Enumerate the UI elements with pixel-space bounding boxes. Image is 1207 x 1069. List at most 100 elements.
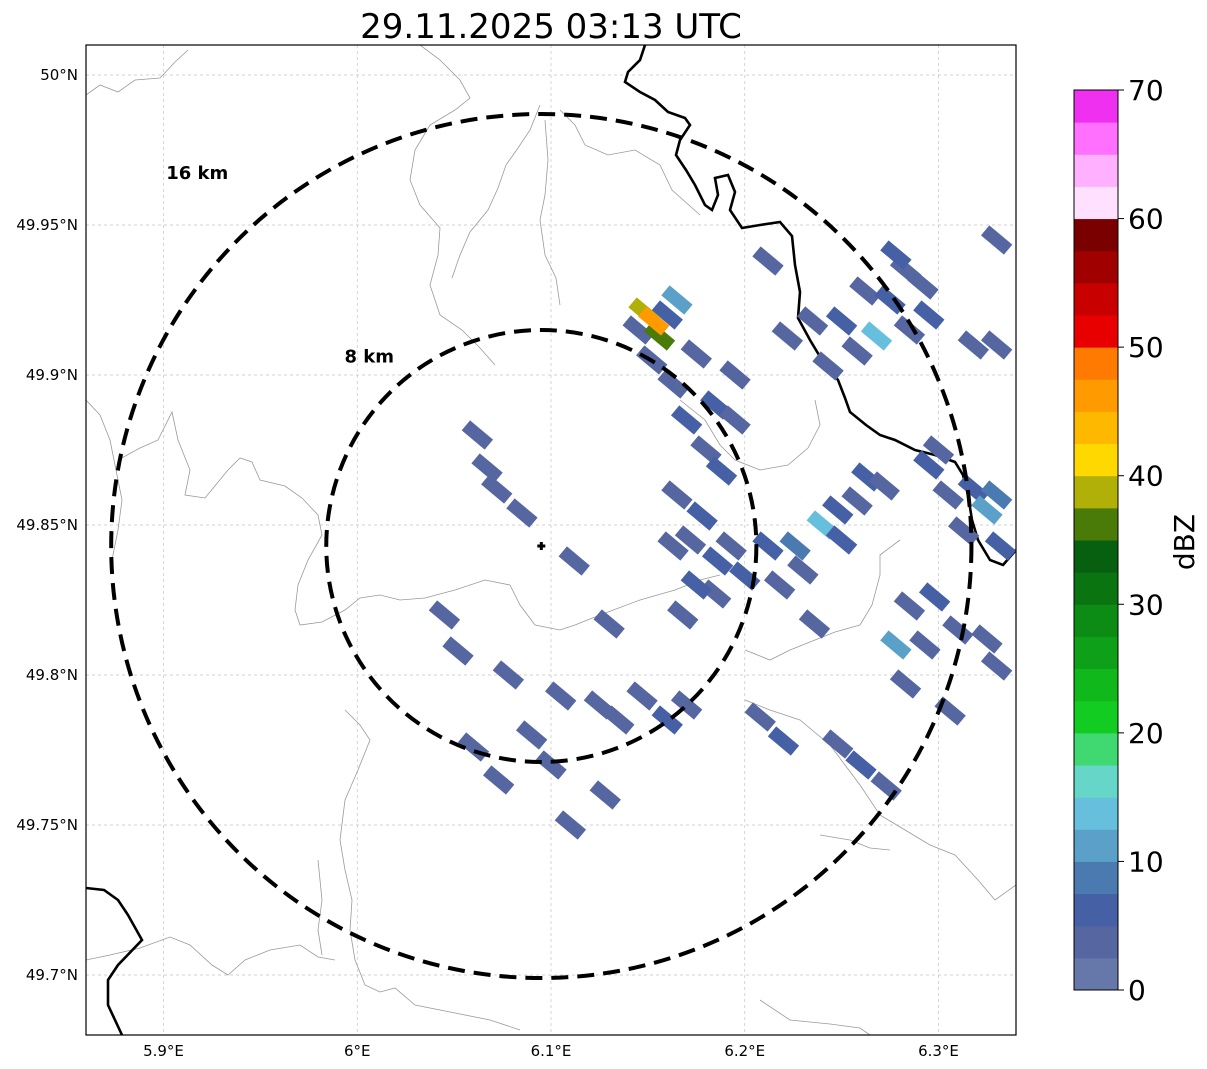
range-rings: [109, 112, 974, 980]
colorbar: [1073, 89, 1119, 991]
colorbar-segment: [1074, 925, 1118, 959]
echo-cell: [638, 306, 670, 336]
longitude-tick-label: 5.9°E: [143, 1042, 184, 1060]
longitude-tick-label: 6.2°E: [724, 1042, 765, 1060]
longitude-tick-labels: 5.9°E 6°E 6.1°E 6.2°E 6.3°E: [143, 1042, 959, 1060]
colorbar-segment: [1074, 668, 1118, 702]
colorbar-segment: [1074, 122, 1118, 155]
echo-cell: [428, 600, 461, 630]
echo-cell: [825, 525, 858, 555]
colorbar-segment: [1074, 186, 1118, 220]
echo-cell: [922, 435, 955, 465]
echo-cell: [719, 405, 751, 435]
echo-cell: [545, 681, 577, 711]
echo-cell: [798, 609, 831, 639]
longitude-tick-label: 6°E: [344, 1042, 371, 1060]
range-ring-label-8km: 8 km: [344, 346, 394, 367]
echo-cell: [626, 681, 658, 711]
echo-cell: [971, 624, 1003, 654]
latitude-tick-label: 49.9°N: [26, 366, 78, 384]
latitude-tick-label: 49.7°N: [26, 966, 78, 984]
echo-cell: [880, 630, 912, 660]
colorbar-segment: [1074, 154, 1118, 187]
range-ring-8km: [324, 328, 759, 764]
colorbar-segment: [1074, 829, 1118, 862]
map-frame: [85, 44, 1017, 1036]
colorbar-tick-label: 50: [1128, 331, 1164, 364]
boundary-line: [451, 104, 541, 279]
echo-cell: [796, 306, 829, 336]
colorbar-segment: [1074, 475, 1118, 509]
echo-cell: [822, 495, 854, 525]
echo-cell: [980, 480, 1013, 510]
boundary-line: [117, 410, 576, 631]
echo-cell: [909, 630, 941, 660]
echo-cell: [492, 660, 525, 690]
echo-cell: [980, 330, 1013, 360]
echo-cell: [661, 480, 693, 510]
colorbar-segment: [1074, 797, 1118, 830]
echo-cell: [481, 474, 513, 504]
echo-cell: [932, 480, 964, 510]
echo-cell: [880, 240, 912, 270]
echo-cell: [680, 570, 712, 600]
range-ring-16km: [109, 112, 974, 980]
colorbar-segment: [1074, 218, 1118, 252]
colorbar-segment: [1074, 572, 1118, 605]
latitude-tick-label: 50°N: [40, 66, 78, 84]
echo-cell: [812, 351, 844, 381]
colorbar-unit-label: dBZ: [1168, 514, 1201, 570]
echo-cell: [651, 705, 683, 735]
latitude-tick-label: 49.95°N: [16, 216, 78, 234]
boundary-line: [539, 119, 561, 306]
colorbar-frame: [1073, 89, 1119, 991]
echo-cell: [942, 615, 974, 645]
longitude-tick-label: 6.3°E: [918, 1042, 959, 1060]
colorbar-segment: [1074, 636, 1118, 670]
boundary-line: [559, 109, 701, 216]
echo-cell: [603, 705, 635, 735]
echo-cell: [680, 339, 712, 369]
echo-cell: [957, 330, 990, 360]
colorbar-segment: [1074, 282, 1118, 316]
echo-cell: [825, 306, 858, 336]
echo-cell: [651, 300, 683, 330]
echo-cell: [841, 486, 873, 516]
echo-cell: [889, 669, 922, 699]
echo-cell: [674, 525, 707, 555]
echo-cell: [845, 750, 877, 780]
echo-cell: [461, 420, 494, 450]
echo-cell: [657, 531, 689, 561]
echo-cell: [670, 690, 703, 720]
colorbar-tick-label: 60: [1128, 203, 1164, 236]
echo-cell: [787, 555, 819, 585]
country-border-line: [86, 886, 144, 1035]
echo-cell: [667, 600, 699, 630]
boundary-line: [819, 834, 891, 851]
colorbar-segment: [1074, 90, 1118, 123]
echo-cell: [744, 702, 776, 732]
colorbar-tick-label: 20: [1128, 717, 1164, 750]
colorbar-tick-label: 10: [1128, 845, 1164, 878]
echo-cell: [622, 315, 654, 345]
range-ring-label-16km: 16 km: [166, 163, 228, 184]
colorbar-tick-label: 30: [1128, 588, 1164, 621]
echo-cell: [893, 315, 926, 345]
echo-cell: [506, 498, 538, 528]
echo-cell: [779, 531, 811, 561]
boundary-line: [86, 49, 189, 96]
latitude-tick-labels: 49.7°N 49.75°N 49.8°N 49.85°N 49.9°N 49.95°N 5…: [16, 66, 78, 984]
boundary-line: [744, 699, 1016, 901]
latitude-tick-label: 49.8°N: [26, 666, 78, 684]
colorbar-segment: [1074, 700, 1118, 734]
colorbar-tick-label: 0: [1128, 974, 1146, 1007]
echo-cell: [483, 765, 515, 795]
echo-cell: [752, 246, 784, 276]
echo-cell: [893, 591, 926, 621]
latitude-tick-label: 49.75°N: [16, 816, 78, 834]
colorbar-segment: [1074, 443, 1118, 477]
colorbar-segment: [1074, 507, 1118, 541]
echo-cell: [771, 321, 804, 351]
echo-cell: [984, 531, 1016, 561]
colorbar-segment: [1074, 250, 1118, 284]
